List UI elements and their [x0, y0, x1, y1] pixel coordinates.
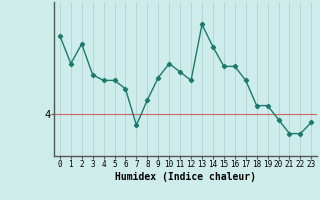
- X-axis label: Humidex (Indice chaleur): Humidex (Indice chaleur): [115, 172, 256, 182]
